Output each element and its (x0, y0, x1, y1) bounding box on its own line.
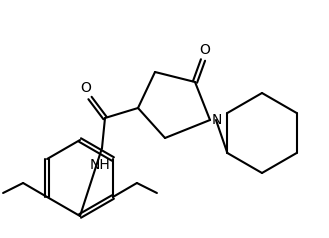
Text: NH: NH (89, 158, 110, 172)
Text: N: N (212, 113, 222, 127)
Text: O: O (200, 43, 211, 57)
Text: O: O (81, 81, 91, 95)
